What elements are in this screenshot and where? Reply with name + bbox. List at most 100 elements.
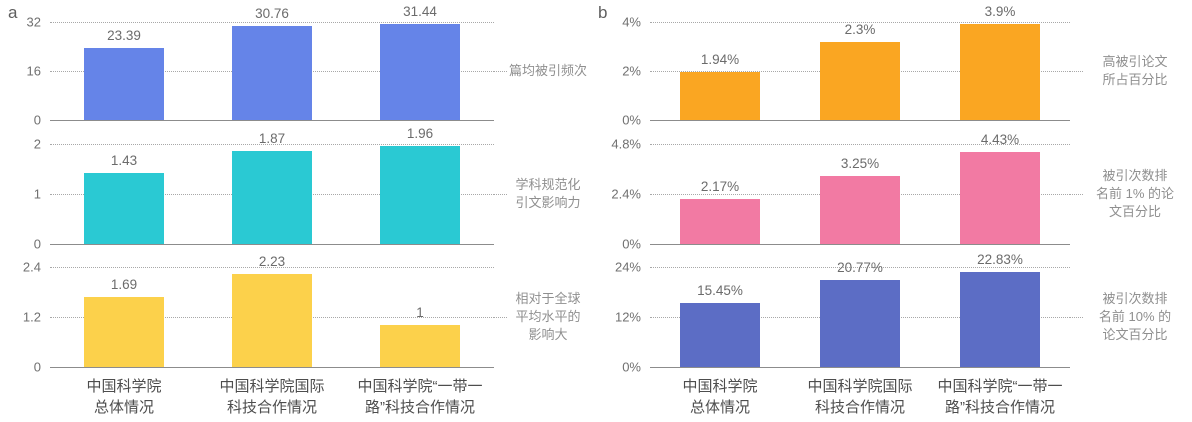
bar [232, 150, 312, 244]
bar-slot: 15.45% [650, 267, 790, 367]
y-tick-label: 2.4 [22, 259, 41, 275]
metric-label-line: 高被引论文 [1102, 54, 1168, 70]
metric-label-cell: 高被引论文所占百分比 [1070, 22, 1188, 120]
subplot-row: 2.4 1.2 0 1.69 2.23 1 相对于全球 平均水平的 影响大 [6, 254, 590, 375]
bar-slot: 2.3% [790, 22, 930, 120]
bar-value-label: 3.9% [984, 4, 1016, 20]
subplot-row: 2 1 0 1.43 1.87 1.96 学科规范化 引文影响力 [6, 126, 590, 252]
category-label: 中国科学院 总体情况 [50, 376, 198, 419]
metric-label-line: 所占百分比 [1102, 72, 1168, 87]
gridline-lead [494, 71, 507, 72]
bar [960, 271, 1040, 367]
panel-letter: a [8, 3, 18, 22]
metric-label-line: 论文百分比 [1102, 326, 1168, 342]
category-label-line: 中国科学院国际 [219, 378, 325, 395]
bar-slots: 15.45% 20.77% 22.83% [650, 252, 1070, 367]
category-label-line: 中国科学院“一带一 [357, 378, 483, 395]
metric-label: 学科规范化引文影响力 [506, 176, 590, 212]
y-tick-label: 2 [33, 136, 41, 152]
category-label-line: 路”科技合作情况 [365, 399, 475, 417]
category-label-line: 路”科技合作情况 [945, 399, 1055, 417]
bar [84, 296, 164, 367]
bar-slot: 4.43% [930, 132, 1070, 244]
bar-value-label: 1.43 [110, 152, 138, 168]
category-label-line: 科技合作情况 [226, 399, 317, 417]
bar [960, 151, 1040, 244]
bar-slot: 2.17% [650, 144, 790, 244]
bar-slot: 22.83% [930, 252, 1070, 367]
bar-slot: 1.96 [346, 126, 494, 244]
y-tick-label: 0% [622, 236, 641, 252]
x-axis-baseline [50, 367, 494, 368]
metric-label-line: 名前 1% 的论 [1095, 186, 1174, 202]
y-tick-label: 1.2 [22, 309, 41, 325]
bar [820, 176, 900, 244]
plot-area: 1.43 1.87 1.96 [50, 126, 494, 245]
x-axis-baseline [650, 244, 1070, 245]
bar-slots: 1.69 2.23 1 [50, 254, 494, 367]
y-tick-label: 0% [622, 112, 641, 128]
bar-slot: 2.23 [198, 254, 346, 367]
panel-rows: 32 16 0 23.39 30.76 31.44 篇均被引频次 2 1 0 1.43 1.87 1.9… [6, 0, 590, 419]
plot-area: 1.69 2.23 1 [50, 254, 494, 368]
category-label: 中国科学院“一带一 路”科技合作情况 [930, 376, 1070, 419]
metric-label-cell: 相对于全球 平均水平的 影响大 [494, 267, 590, 367]
bar [84, 172, 164, 244]
category-label: 中国科学院国际 科技合作情况 [198, 376, 346, 419]
metric-label-line: 影响大 [528, 326, 568, 342]
bar-value-label: 2.3% [844, 21, 876, 37]
bar-value-label: 4.43% [980, 131, 1020, 147]
metric-label-line: 文百分比 [1108, 203, 1161, 219]
category-label-line: 中国科学院国际 [807, 378, 913, 395]
y-axis: 24% 12% 0% [596, 260, 650, 375]
y-tick-label: 24% [614, 259, 641, 275]
metric-label-line: 名前 10% 的 [1098, 309, 1172, 325]
gridline-lead [494, 317, 507, 318]
bar-slot: 1 [346, 267, 494, 367]
y-axis: 2 1 0 [6, 137, 50, 252]
y-tick-label: 32 [26, 14, 41, 30]
bar-slot: 3.25% [790, 144, 930, 244]
gridline-top [50, 144, 494, 145]
y-tick-label: 1 [33, 186, 41, 202]
bar-value-label: 1.94% [700, 52, 740, 68]
y-axis: 2.4 1.2 0 [6, 260, 50, 375]
bar [232, 25, 312, 120]
bar-value-label: 2.23 [258, 254, 286, 270]
category-label-row: 中国科学院 总体情况 中国科学院国际 科技合作情况 中国科学院“一带一 路”科技合作情况 [6, 376, 590, 419]
panel-b: b 4% 2% 0% 1.94% 2.3% 3.9% 高被引论文 所占百分比 4.8% 2.4% 0%… [596, 0, 1188, 422]
gridline-top [50, 267, 494, 268]
panel-letter: b [598, 3, 608, 22]
bar-value-label: 22.83% [977, 251, 1023, 267]
x-spacer-right [1070, 376, 1188, 419]
metric-label-line: 学科规范化 [515, 177, 581, 193]
bar-value-label: 1.87 [258, 130, 286, 146]
bar-value-label: 31.44 [403, 3, 437, 19]
panel-rows: 4% 2% 0% 1.94% 2.3% 3.9% 高被引论文 所占百分比 4.8% 2.4% 0% 2… [596, 0, 1188, 419]
metric-label-cell: 被引次数排 名前 10% 的论文百分比 [1070, 267, 1188, 367]
metric-label-cell: 篇均被引频次 [494, 22, 590, 120]
gridline-lead [1070, 317, 1083, 318]
category-label: 中国科学院 总体情况 [650, 376, 790, 419]
bar-slot: 1.87 [198, 131, 346, 244]
bar-slots: 1.43 1.87 1.96 [50, 126, 494, 244]
bar [380, 325, 460, 367]
metric-label-line: 相对于全球 [515, 291, 581, 307]
y-tick-label: 0% [622, 359, 641, 375]
bar-slot: 3.9% [930, 4, 1070, 120]
bar [680, 302, 760, 367]
metric-label-cell: 学科规范化引文影响力 [494, 144, 590, 244]
gridline-lead [1070, 194, 1083, 195]
bar [960, 24, 1040, 120]
subplot-row: 32 16 0 23.39 30.76 31.44 篇均被引频次 [6, 4, 590, 128]
bar-slots: 23.39 30.76 31.44 [50, 4, 494, 120]
x-spacer-right [494, 376, 590, 419]
bar-value-label: 1.69 [110, 276, 138, 292]
metric-label-line: 引文影响力 [515, 195, 581, 210]
bar-slot: 1.69 [50, 267, 198, 367]
bar-slot: 20.77% [790, 260, 930, 367]
gridline-lead [1070, 71, 1083, 72]
x-axis-baseline [50, 120, 494, 121]
bar-value-label: 20.77% [837, 260, 883, 276]
x-spacer-left [596, 376, 650, 419]
